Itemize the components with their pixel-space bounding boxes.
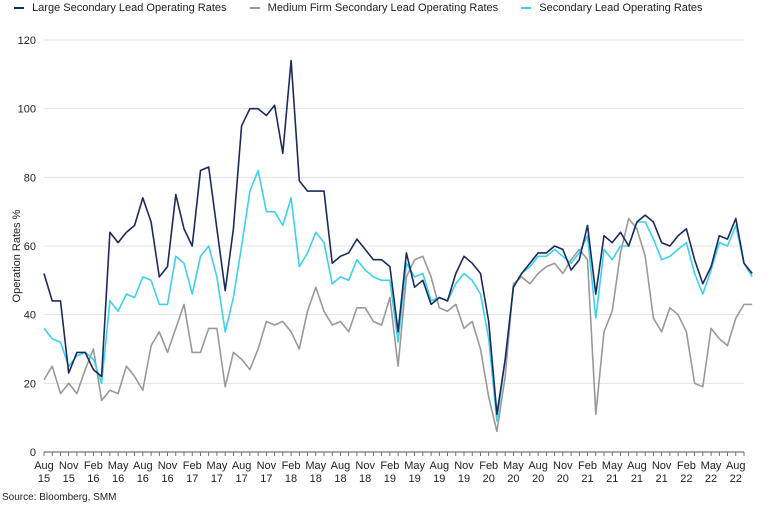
y-tick-label: 80 xyxy=(24,172,36,184)
x-tick-label-year: 18 xyxy=(359,473,371,485)
x-tick-label-month: Nov xyxy=(355,460,375,472)
y-tick-label: 60 xyxy=(24,241,36,253)
x-tick-label-month: Nov xyxy=(652,460,672,472)
legend-swatch-secondary xyxy=(521,7,532,10)
x-tick-label-year: 21 xyxy=(631,473,643,485)
x-tick-label-year: 21 xyxy=(656,473,668,485)
series-line-medium xyxy=(43,217,753,433)
legend-item-large[interactable]: Large Secondary Lead Operating Rates xyxy=(14,2,227,14)
x-tick-label-month: May xyxy=(404,460,425,472)
x-tick-label-year: 15 xyxy=(63,473,75,485)
x-tick-label-month: May xyxy=(305,460,326,472)
x-tick-label-month: Aug xyxy=(528,460,548,472)
x-tick-label-year: 17 xyxy=(260,473,272,485)
x-tick-label-month: Aug xyxy=(430,460,450,472)
x-tick-label-month: Nov xyxy=(553,460,573,472)
y-tick-label: 0 xyxy=(30,447,36,459)
x-tick-label-year: 20 xyxy=(483,473,495,485)
x-tick-label-year: 18 xyxy=(334,473,346,485)
x-tick-label-month: Feb xyxy=(183,460,202,472)
x-tick-label-year: 17 xyxy=(186,473,198,485)
x-tick-label-month: Aug xyxy=(627,460,647,472)
x-tick-label-year: 16 xyxy=(112,473,124,485)
legend-item-secondary[interactable]: Secondary Lead Operating Rates xyxy=(521,2,703,15)
x-tick-label-year: 21 xyxy=(581,473,593,485)
x-tick-label-month: May xyxy=(602,460,623,472)
x-tick-label-year: 20 xyxy=(532,473,544,485)
x-tick-label-year: 20 xyxy=(557,473,569,485)
x-tick-label-month: Aug xyxy=(331,460,351,472)
legend-label-medium: Medium Firm Secondary Lead Operating Rat… xyxy=(267,2,499,15)
y-tick-label: 40 xyxy=(24,310,36,322)
x-tick-label-month: Nov xyxy=(257,460,277,472)
legend-item-medium[interactable]: Medium Firm Secondary Lead Operating Rat… xyxy=(249,2,499,15)
source-note: Source: Bloomberg, SMM xyxy=(2,492,117,503)
x-tick-label-month: Feb xyxy=(282,460,301,472)
x-tick-label-month: Nov xyxy=(158,460,178,472)
x-tick-label-year: 16 xyxy=(161,473,173,485)
y-tick-label: 120 xyxy=(18,35,36,47)
x-tick-label-year: 22 xyxy=(730,473,742,485)
x-tick-label-month: Aug xyxy=(133,460,153,472)
x-tick-label-month: Aug xyxy=(34,460,54,472)
x-tick-label-year: 18 xyxy=(310,473,322,485)
x-tick-label-year: 18 xyxy=(285,473,297,485)
x-tick-label-month: Nov xyxy=(454,460,474,472)
x-tick-label-month: Aug xyxy=(726,460,746,472)
x-tick-label-month: Feb xyxy=(380,460,399,472)
axes: 020406080100120Aug15Nov15Feb16May16Aug16… xyxy=(18,35,746,485)
y-tick-label: 20 xyxy=(24,378,36,390)
x-tick-label-year: 19 xyxy=(458,473,470,485)
x-tick-label-year: 16 xyxy=(87,473,99,485)
x-tick-label-year: 19 xyxy=(408,473,420,485)
x-tick-label-year: 15 xyxy=(38,473,50,485)
x-tick-label-year: 16 xyxy=(137,473,149,485)
gridlines xyxy=(44,39,744,384)
x-tick-label-month: Feb xyxy=(677,460,696,472)
y-axis-label: Operation Rates % xyxy=(11,209,23,302)
x-tick-label-year: 19 xyxy=(433,473,445,485)
series-lines xyxy=(43,59,753,433)
x-tick-label-year: 17 xyxy=(236,473,248,485)
legend-swatch-large xyxy=(14,7,24,10)
legend: Large Secondary Lead Operating Rates Med… xyxy=(14,2,723,18)
x-tick-label-year: 21 xyxy=(606,473,618,485)
x-tick-label-year: 19 xyxy=(384,473,396,485)
legend-swatch-medium xyxy=(249,7,260,10)
x-tick-label-month: Feb xyxy=(479,460,498,472)
x-tick-label-month: May xyxy=(207,460,228,472)
x-tick-label-month: May xyxy=(701,460,722,472)
x-tick-label-month: Nov xyxy=(59,460,79,472)
x-tick-label-year: 17 xyxy=(211,473,223,485)
legend-label-secondary: Secondary Lead Operating Rates xyxy=(539,2,703,15)
x-tick-label-year: 22 xyxy=(705,473,717,485)
x-tick-label-month: Aug xyxy=(232,460,252,472)
x-tick-label-year: 20 xyxy=(507,473,519,485)
y-tick-label: 100 xyxy=(18,104,36,116)
x-tick-label-month: Feb xyxy=(84,460,103,472)
x-tick-label-month: May xyxy=(108,460,129,472)
x-tick-label-month: Feb xyxy=(578,460,597,472)
series-line-large xyxy=(43,59,753,416)
legend-label-large: Large Secondary Lead Operating Rates xyxy=(32,2,227,15)
x-tick-label-month: May xyxy=(503,460,524,472)
x-tick-label-year: 22 xyxy=(680,473,692,485)
